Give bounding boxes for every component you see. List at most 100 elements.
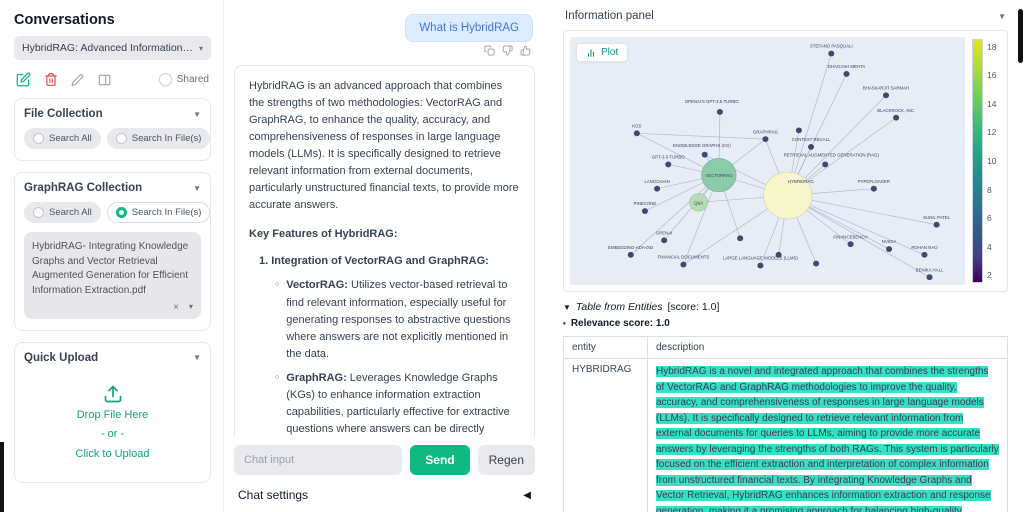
graph-node [933,221,940,228]
entity-table-wrap: entity description HYBRIDRAG HybridRAG i… [563,336,1008,512]
graph-node [701,158,737,193]
graph-node [775,251,782,258]
sidebar-scrollbar[interactable] [0,442,4,512]
conversation-select[interactable]: HybridRAG: Advanced Information Retriev … [14,36,211,60]
assistant-intro: HybridRAG is an advanced approach that c… [249,80,519,212]
copy-icon[interactable] [484,45,495,56]
graph-node [763,171,813,220]
graph-node-label: BENIKA HALL [916,267,944,272]
graph-edge [787,195,937,226]
vertical-scrollbar[interactable] [1018,9,1023,63]
graphrag-search-all[interactable]: Search All [24,202,101,223]
graphrag-search-in-files[interactable]: Search In File(s) [106,202,211,223]
plot-button-label: Plot [601,47,619,58]
radio-label: Search In File(s) [131,207,202,218]
bullet-marker-icon: ○ [275,373,280,381]
radio-label: Search All [49,207,92,218]
chevron-down-icon[interactable]: ▾ [188,302,193,311]
table-caption[interactable]: ▼ Table from Entities [score: 1.0] [563,301,1008,313]
shared-toggle[interactable]: Shared [158,73,209,86]
chat-input[interactable] [234,445,403,475]
new-conversation-icon[interactable] [16,72,31,87]
graph-node-label: DHAGASH MEHTA [828,64,866,69]
chat-input-row: Send Regen [234,437,535,483]
quick-upload-card: Quick Upload ▼ Drop File Here - or - Cli… [14,341,211,483]
collapse-icon[interactable]: ▼ [998,11,1006,21]
drop-file-label: Drop File Here [76,408,149,421]
entity-cell: HYBRIDRAG [563,358,648,512]
column-description: description [647,336,1008,359]
remove-file-icon[interactable]: × [173,302,179,313]
file-collection-search-in-files[interactable]: Search In File(s) [106,128,211,149]
entity-table: entity description HYBRIDRAG HybridRAG i… [563,336,1008,512]
regen-button[interactable]: Regen [477,445,535,475]
colorbar: 18 16 14 12 10 8 6 4 2 [967,37,1001,285]
or-label: - or - [100,428,125,441]
graph-node-label: OPENAI [656,231,672,236]
graph-node-label: GPT-3.5-TURBO [652,155,685,160]
information-panel-title: Information panel [565,10,654,22]
graph-node-label: FINANCIAL DOCUMENTS [658,255,710,260]
collapse-icon[interactable]: ▼ [193,353,201,362]
graph-node [870,185,877,192]
graph-node [893,114,900,121]
graph-edge [787,195,925,256]
graphrag-collection-card: GraphRAG Collection ▼ Search All Search … [14,172,211,331]
colorbar-gradient [972,39,983,283]
collapse-icon[interactable]: ▼ [193,109,201,119]
relevance-score: • Relevance score: 1.0 [563,318,1008,329]
upload-dropzone[interactable]: Drop File Here - or - Click to Upload [24,372,201,471]
conversation-toolbar: Shared [16,72,209,87]
graph-node-label: EMBEDDING-ADA-002 [608,245,654,250]
send-button[interactable]: Send [410,445,470,475]
graph-node [701,151,708,158]
chart-icon [587,48,595,57]
graph-node-label: CONTEXT RECALL [792,137,831,142]
selected-file-chip[interactable]: HybridRAG- Integrating Knowledge Graphs … [24,232,201,319]
graph-node-label: PYPDFLOADER [858,179,890,184]
graph-node-label: PINECONE [634,201,657,206]
colorbar-tick: 4 [987,241,992,252]
graph-node [737,235,744,242]
features-heading: Key Features of HybridRAG: [249,228,398,241]
graph-edge [630,174,720,256]
graph-node [921,251,928,258]
table-caption-score: [score: 1.0] [667,301,720,313]
rename-conversation-icon[interactable] [71,73,84,87]
radio-selected-icon [115,207,127,218]
delete-conversation-icon[interactable] [44,72,58,87]
colorbar-tick: 16 [987,70,997,81]
plot-card: Plot HYBRIDRAG VECTORRAG Q&A STEFANO PASQUA… [563,30,1008,292]
click-to-upload-link[interactable]: Click to Upload [75,448,150,461]
graph-node [633,130,640,137]
graph-node [843,71,850,77]
graph-node-label: GRAPHRAG [753,129,778,134]
colorbar-tick: 10 [987,156,997,166]
thumbs-down-icon[interactable] [502,45,513,56]
graph-node-label: ROHAN RAO [911,245,938,250]
graph-node-label: SUNIL PATEL [923,215,951,220]
graph-node-label: LANGCHAIN [644,179,669,184]
graph-node [882,92,890,99]
plot-button[interactable]: Plot [576,43,629,62]
graph-node [716,108,723,115]
conversations-title: Conversations [14,12,115,28]
panel-toggle-icon[interactable] [97,73,112,87]
graph-node [661,237,668,244]
shared-checkbox-icon[interactable] [158,73,172,86]
collapse-icon[interactable]: ▼ [193,183,201,193]
information-panel: Information panel ▼ Plot HYBRIDRAG VECTOR… [545,0,1024,512]
graph-node-label: STEFANO PASQUALI [810,44,853,49]
graph-node-label: BLACKROCK, INC. [877,108,915,113]
file-collection-search-all[interactable]: Search All [24,128,101,149]
file-collection-card: File Collection ▼ Search All Search In F… [14,98,211,161]
radio-icon [33,133,44,144]
thumbs-up-icon[interactable] [520,45,531,56]
graph-node [654,185,661,192]
feature-title: 1. Integration of VectorRAG and GraphRAG… [259,255,489,268]
entity-graph[interactable]: HYBRIDRAG VECTORRAG Q&A STEFANO PASQUALI DHA… [570,37,965,285]
colorbar-tick: 2 [987,270,992,281]
graph-node [822,161,829,168]
radio-icon [115,133,127,144]
chat-settings-row[interactable]: Chat settings ◀ [234,483,535,512]
